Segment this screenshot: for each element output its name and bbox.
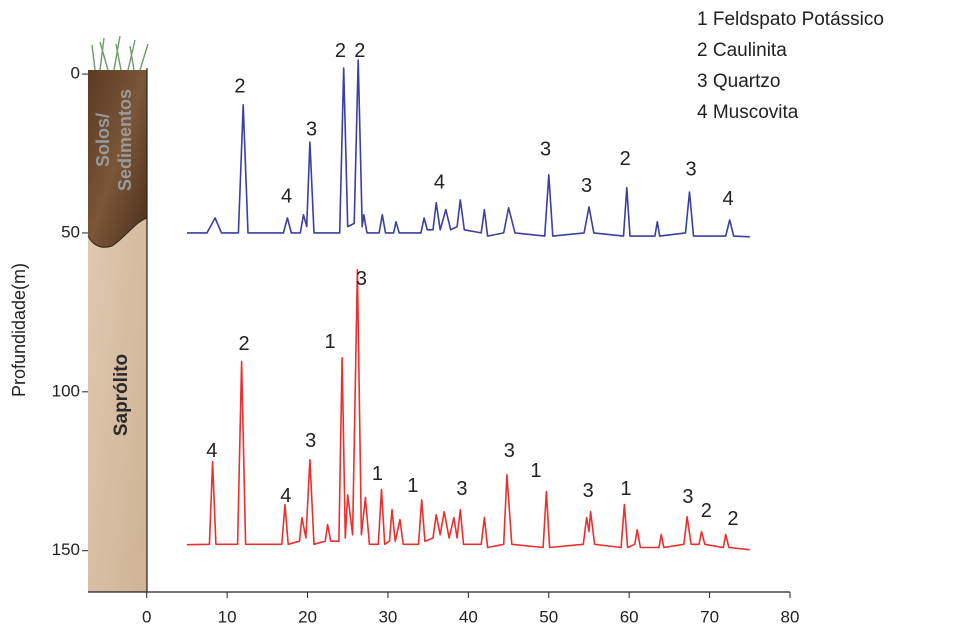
key-entry: 2 Caulinita — [697, 40, 787, 61]
peak-label: 3 — [504, 440, 515, 462]
peak-label: 1 — [407, 475, 418, 497]
profile-label: Solos/ — [93, 113, 113, 167]
y-axis-label: Profundidade(m) — [9, 263, 29, 397]
peak-label: 4 — [281, 185, 292, 207]
peak-label: 4 — [206, 440, 217, 462]
peak-label: 2 — [335, 40, 346, 62]
peak-label: 3 — [682, 486, 693, 508]
y-tick-label: 150 — [52, 540, 80, 559]
x-tick-label: 40 — [459, 607, 478, 626]
peak-label: 1 — [372, 463, 383, 485]
profile-label: Sedimentos — [115, 89, 135, 191]
peak-label: 3 — [686, 158, 697, 180]
soil-profile — [87, 35, 149, 592]
x-tick-label: 70 — [700, 607, 719, 626]
peak-label: 3 — [305, 430, 316, 452]
peak-label: 1 — [324, 331, 335, 353]
peak-label: 3 — [540, 138, 551, 160]
key-entry: 4 Muscovita — [697, 102, 799, 123]
peak-label: 4 — [434, 171, 445, 193]
peak-label: 2 — [238, 333, 249, 355]
key-entry: 3 Quartzo — [697, 71, 780, 92]
x-tick-label: 60 — [620, 607, 639, 626]
peak-label: 1 — [620, 478, 631, 500]
diffractogram — [186, 59, 750, 238]
peak-label: 3 — [356, 268, 367, 290]
peak-label: 3 — [583, 480, 594, 502]
y-tick-label: 100 — [52, 381, 80, 400]
peak-label: 3 — [581, 175, 592, 197]
peak-label: 4 — [280, 485, 291, 507]
x-tick-label: 30 — [378, 607, 397, 626]
x-tick-label: 50 — [539, 607, 558, 626]
peak-label: 1 — [530, 460, 541, 482]
peak-label: 2 — [620, 148, 631, 170]
peak-label: 2 — [727, 508, 738, 530]
peak-label: 3 — [306, 118, 317, 140]
profile-label: Saprólito — [111, 354, 132, 436]
y-tick-label: 0 — [71, 64, 80, 83]
x-tick-label: 20 — [298, 607, 317, 626]
y-tick-label: 50 — [61, 222, 80, 241]
peak-label: 2 — [701, 500, 712, 522]
peak-label: 3 — [456, 478, 467, 500]
peak-label: 2 — [354, 40, 365, 62]
x-tick-label: 10 — [218, 607, 237, 626]
diffractogram — [186, 269, 750, 551]
peak-label: 2 — [234, 75, 245, 97]
key-entry: 1 Feldspato Potássico — [697, 9, 884, 30]
x-tick-label: 80 — [781, 607, 800, 626]
peak-label: 4 — [723, 188, 734, 210]
x-tick-label: 0 — [142, 607, 151, 626]
